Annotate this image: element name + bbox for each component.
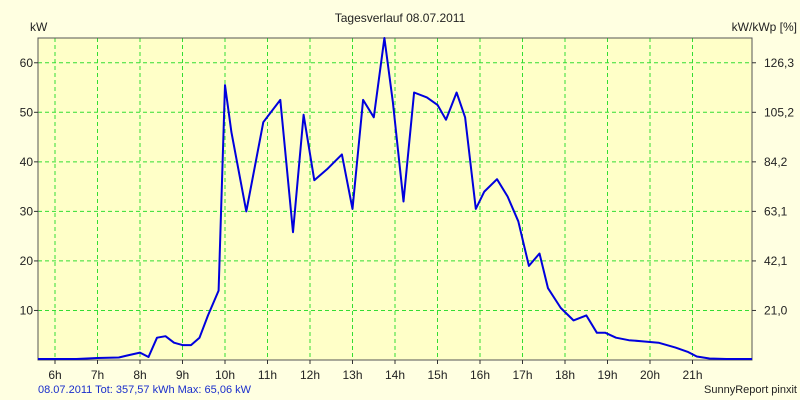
x-tick-label: 11h [258, 368, 277, 382]
power-series-line [38, 37, 752, 360]
x-tick-label: 20h [640, 368, 660, 382]
x-tick-label: 6h [48, 368, 61, 382]
y-tick-label-left: 40 [20, 155, 34, 169]
footer-credit: SunnyReport pinxit [704, 384, 797, 396]
chart-title: Tagesverlauf 08.07.2011 [335, 11, 466, 25]
x-tick-label: 9h [176, 368, 189, 382]
y-axis-label-left: kW [30, 20, 48, 34]
y-tick-label-right: 126,3 [764, 56, 794, 70]
x-tick-label: 10h [215, 368, 235, 382]
y-tick-label-right: 42,1 [764, 254, 788, 268]
x-tick-label: 19h [597, 368, 617, 382]
x-tick-label: 7h [91, 368, 104, 382]
y-tick-label-left: 20 [20, 254, 34, 268]
y-tick-label-left: 60 [20, 56, 34, 70]
footer-summary: 08.07.2011 Tot: 357,57 kWh Max: 65,06 kW [38, 384, 252, 396]
tick-labels: 6h 7h 8h 9h 10h 11h 12h 13h 14h 15h 16h 17h 18h 19h 20… [20, 56, 795, 382]
y-axis-label-right: kW/kWp [%] [732, 20, 797, 34]
y-tick-label-left: 30 [20, 204, 34, 218]
x-tick-label: 21h [682, 368, 702, 382]
x-tick-label: 16h [470, 368, 490, 382]
x-tick-label: 18h [555, 368, 575, 382]
x-tick-label: 13h [342, 368, 362, 382]
y-tick-label-right: 63,1 [764, 204, 788, 218]
y-tick-label-left: 50 [20, 105, 34, 119]
grid-lines [38, 38, 752, 360]
x-tick-label: 12h [300, 368, 320, 382]
y-tick-label-left: 10 [20, 303, 34, 317]
y-tick-label-right: 84,2 [764, 155, 788, 169]
x-tick-label: 17h [512, 368, 532, 382]
x-tick-label: 15h [427, 368, 447, 382]
y-tick-label-right: 105,2 [764, 105, 794, 119]
x-tick-label: 8h [133, 368, 146, 382]
x-tick-label: 14h [385, 368, 405, 382]
y-tick-label-right: 21,0 [764, 303, 788, 317]
